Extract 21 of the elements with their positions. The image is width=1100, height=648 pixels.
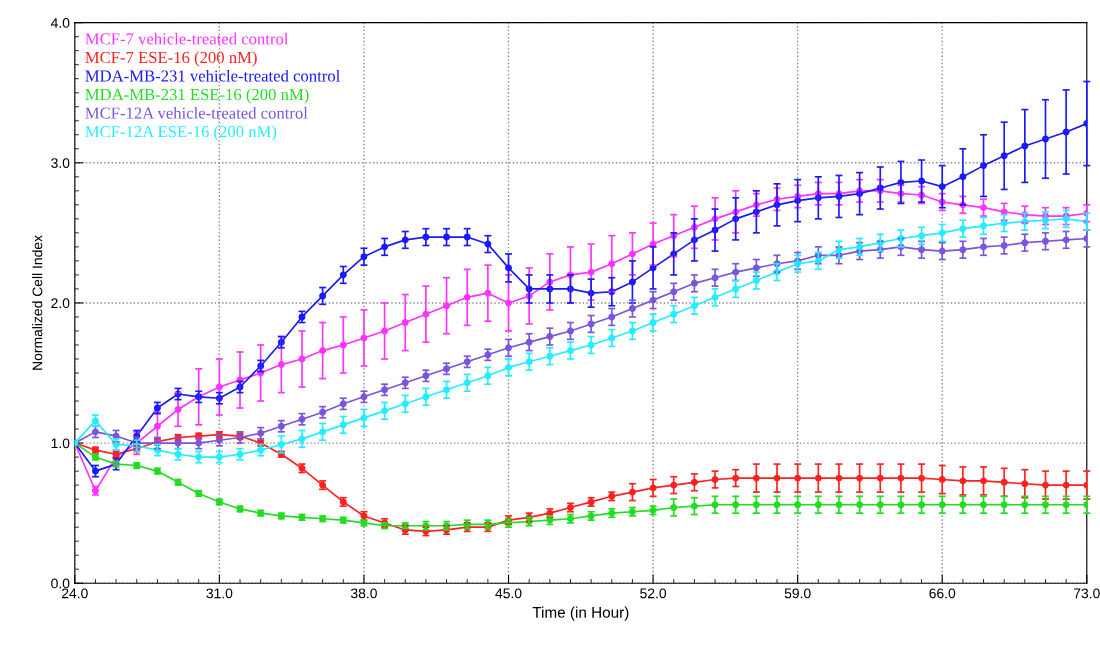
y-tick-label: 1.0 [51,438,70,449]
text: MCF-12A ESE-16 (200 nM) [85,125,277,141]
text: MCF-12A vehicle-treated control [85,106,308,119]
text: MDA-MB-231 ESE-16 (200 nM) [85,88,309,104]
y-tick-label: 4.0 [50,18,70,28]
y-tick-label: 3.0 [51,158,70,168]
x-tick-label: 59.0 [784,588,811,599]
y-tick-label: 0.0 [51,578,70,589]
text: MCF-7 vehicle-treated control [85,32,289,45]
x-tick-label: 31.0 [206,588,233,599]
y-axis-title: Normalized Cell Index [32,235,43,370]
x-tick-label: 52.0 [640,588,667,599]
y-tick-label: 2.0 [51,298,70,309]
x-tick-label: 38.0 [350,588,377,599]
x-tick-label: 73.0 [1074,588,1100,599]
x-axis-title: Time (in Hour) [532,606,629,621]
x-tick-label: 66.0 [929,588,956,599]
text: MDA-MB-231 vehicle-treated control [85,69,340,82]
text: MCF-7 ESE-16 (200 nM) [85,51,257,67]
x-tick-label: 45.0 [495,588,522,599]
x-tick-label: 24.0 [61,588,88,599]
